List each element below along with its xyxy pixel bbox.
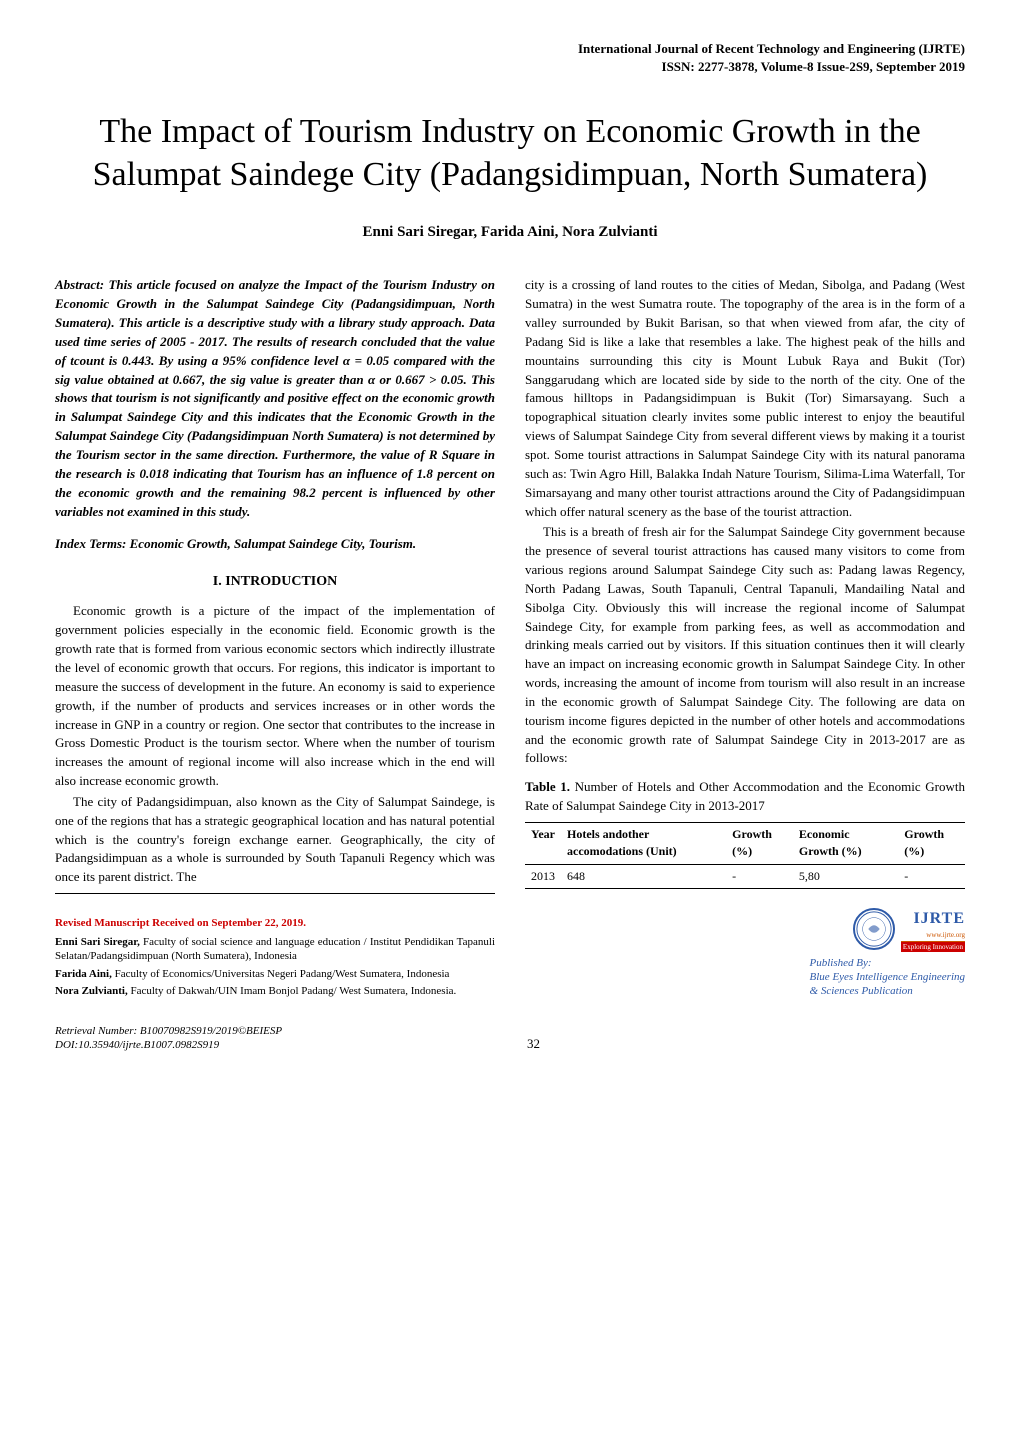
col-hotels: Hotels andother accomodations (Unit) <box>561 823 726 865</box>
cell-growth-1: - <box>726 864 793 888</box>
ijrte-seal-icon <box>853 908 895 950</box>
page-number: 32 <box>527 1036 540 1052</box>
cell-hotels: 648 <box>561 864 726 888</box>
retrieval-number: Retrieval Number: B10070982S919/2019©BEI… <box>55 1024 282 1038</box>
affil-3-text: Faculty of Dakwah/UIN Imam Bonjol Padang… <box>128 985 457 997</box>
abstract-block: Abstract: This article focused on analyz… <box>55 276 495 521</box>
affil-1-name: Enni Sari Siregar, <box>55 936 140 948</box>
col2-para-2: This is a breath of fresh air for the Sa… <box>525 523 965 768</box>
two-column-body: Abstract: This article focused on analyz… <box>55 276 965 998</box>
table-header-row: Year Hotels andother accomodations (Unit… <box>525 823 965 865</box>
doi-line: DOI:10.35940/ijrte.B1007.0982S919 <box>55 1038 282 1052</box>
paper-title: The Impact of Tourism Industry on Econom… <box>55 111 965 196</box>
cell-growth-2: - <box>898 864 965 888</box>
revised-heading: Revised Manuscript Received on September… <box>55 916 495 932</box>
affil-2-name: Farida Aini, <box>55 968 112 980</box>
col-growth-2: Growth (%) <box>898 823 965 865</box>
left-column: Abstract: This article focused on analyz… <box>55 276 495 998</box>
col2-para-1: city is a crossing of land routes to the… <box>525 276 965 521</box>
table-1-label: Table 1. <box>525 779 570 794</box>
col-year: Year <box>525 823 561 865</box>
pub-line-1: Published By: <box>810 956 965 970</box>
authors-line: Enni Sari Siregar, Farida Aini, Nora Zul… <box>55 224 965 241</box>
affiliation-1: Enni Sari Siregar, Faculty of social sci… <box>55 935 495 964</box>
right-column: city is a crossing of land routes to the… <box>525 276 965 998</box>
affiliation-2: Farida Aini, Faculty of Economics/Univer… <box>55 967 495 981</box>
table-1: Year Hotels andother accomodations (Unit… <box>525 822 965 889</box>
pub-line-3: & Sciences Publication <box>810 984 965 998</box>
header-line1: International Journal of Recent Technolo… <box>55 40 965 58</box>
header-line2: ISSN: 2277-3878, Volume-8 Issue-2S9, Sep… <box>55 58 965 76</box>
col-econ-growth: Economic Growth (%) <box>793 823 898 865</box>
journal-header: International Journal of Recent Technolo… <box>55 40 965 76</box>
section-1-title: I. INTRODUCTION <box>55 572 495 592</box>
table-row: 2013 648 - 5,80 - <box>525 864 965 888</box>
page-footer: Retrieval Number: B10070982S919/2019©BEI… <box>55 1024 965 1053</box>
ijrte-tagline: Exploring Innovation <box>901 942 965 952</box>
intro-para-2: The city of Padangsidimpuan, also known … <box>55 793 495 887</box>
affiliation-3: Nora Zulvianti, Faculty of Dakwah/UIN Im… <box>55 984 495 998</box>
ijrte-url: www.ijrte.org <box>901 930 965 941</box>
cell-econ: 5,80 <box>793 864 898 888</box>
retrieval-block: Retrieval Number: B10070982S919/2019©BEI… <box>55 1024 282 1053</box>
affil-3-name: Nora Zulvianti, <box>55 985 128 997</box>
cell-year: 2013 <box>525 864 561 888</box>
published-by-block: Published By: Blue Eyes Intelligence Eng… <box>810 956 965 999</box>
col-growth-1: Growth (%) <box>726 823 793 865</box>
affil-2-text: Faculty of Economics/Universitas Negeri … <box>112 968 450 980</box>
ijrte-logo-text: IJRTE <box>901 907 965 930</box>
footnote-separator <box>55 893 495 894</box>
table-1-caption: Table 1. Number of Hotels and Other Acco… <box>525 778 965 816</box>
intro-para-1: Economic growth is a picture of the impa… <box>55 602 495 790</box>
logo-block: IJRTE www.ijrte.org Exploring Innovation… <box>525 907 965 998</box>
pub-line-2: Blue Eyes Intelligence Engineering <box>810 970 965 984</box>
table-1-caption-text: Number of Hotels and Other Accommodation… <box>525 779 965 813</box>
index-terms: Index Terms: Economic Growth, Salumpat S… <box>55 535 495 554</box>
